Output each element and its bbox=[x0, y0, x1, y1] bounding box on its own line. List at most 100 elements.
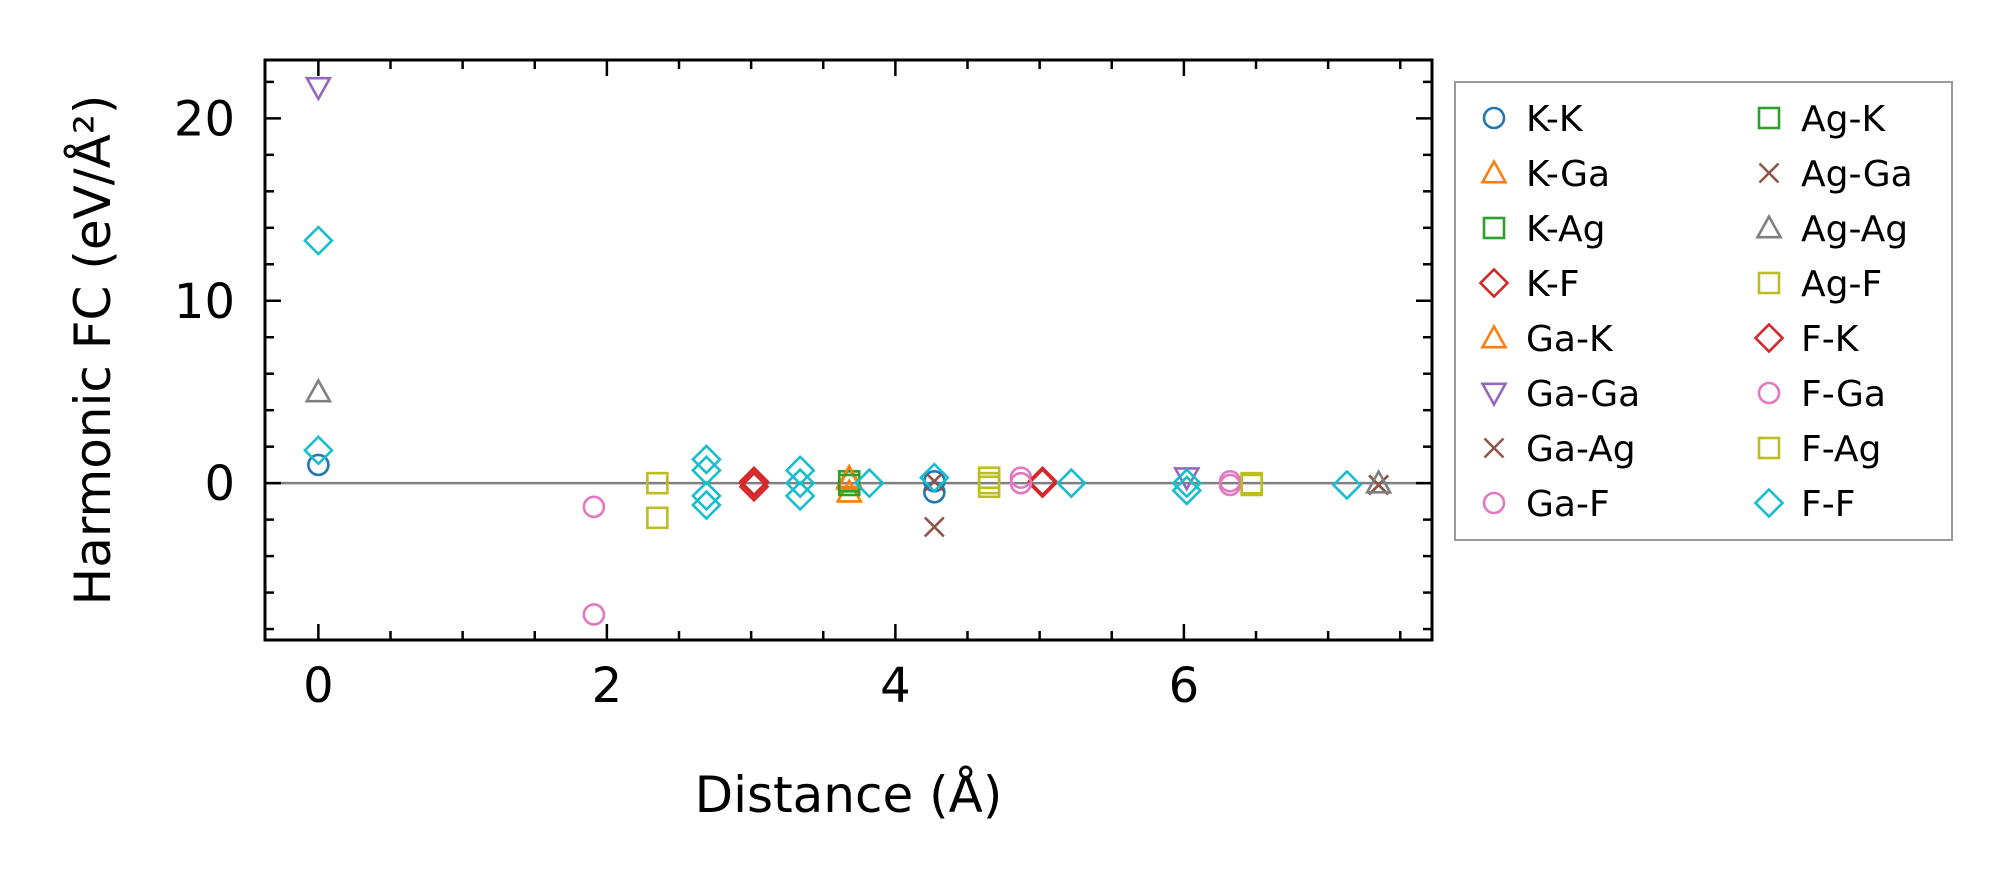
legend-item-f-ga: F-Ga bbox=[1757, 374, 1886, 415]
legend-item-k-k: K-K bbox=[1482, 99, 1584, 140]
data-point-f-f-8 bbox=[784, 480, 816, 512]
legend-marker-ga-k bbox=[1480, 323, 1508, 349]
data-point-ag-ag-1 bbox=[1364, 468, 1393, 494]
data-point-f-f-12 bbox=[1171, 467, 1203, 499]
legend-marker-k-k bbox=[1482, 106, 1506, 130]
data-point-f-ga-0 bbox=[1009, 471, 1033, 495]
data-point-f-f-11 bbox=[1056, 467, 1087, 499]
data-point-f-f-2 bbox=[691, 444, 722, 475]
data-point-ag-f-0 bbox=[646, 471, 669, 495]
data-point-f-ag-1 bbox=[1240, 473, 1263, 497]
legend-label: F-F bbox=[1801, 484, 1855, 525]
data-point-f-f-10 bbox=[918, 462, 950, 494]
series-ga-ga bbox=[304, 76, 1201, 492]
legend-item-ag-k: Ag-K bbox=[1757, 99, 1886, 140]
legend-label: F-Ag bbox=[1801, 429, 1881, 470]
legend-marker-f-ag bbox=[1757, 436, 1781, 460]
y-tick-label: 10 bbox=[174, 274, 235, 330]
legend-item-ga-ga: Ga-Ga bbox=[1480, 374, 1640, 415]
data-point-f-f-9 bbox=[854, 467, 885, 499]
legend-marker-ga-ag bbox=[1483, 437, 1505, 459]
data-point-ag-ag-0 bbox=[304, 377, 333, 403]
x-tick-label: 6 bbox=[1169, 658, 1200, 714]
legend-label: Ag-Ag bbox=[1801, 209, 1908, 250]
legend-item-ag-ag: Ag-Ag bbox=[1755, 209, 1908, 250]
data-point-f-f-14 bbox=[1331, 469, 1363, 501]
legend-label: F-Ga bbox=[1801, 374, 1886, 415]
data-point-ga-f-1 bbox=[582, 603, 606, 626]
legend-marker-f-ga bbox=[1757, 381, 1781, 405]
series-ag-ag bbox=[304, 377, 1393, 494]
data-point-f-f-3 bbox=[691, 455, 722, 486]
legend-label: Ga-Ag bbox=[1526, 429, 1636, 470]
data-point-f-f-5 bbox=[691, 489, 722, 521]
series-f-ga bbox=[1009, 470, 1242, 497]
plot-frame bbox=[263, 58, 1434, 642]
legend-item-ag-ga: Ag-Ga bbox=[1758, 154, 1913, 195]
legend-marker-ga-ga bbox=[1480, 382, 1508, 408]
series-ag-f bbox=[646, 466, 1263, 530]
data-point-ga-ag-2 bbox=[923, 470, 945, 492]
data-point-f-f-13 bbox=[1171, 475, 1203, 506]
legend-item-f-k: F-K bbox=[1753, 319, 1860, 360]
data-point-ga-ag-0 bbox=[923, 516, 945, 538]
data-point-k-k-0 bbox=[307, 453, 330, 477]
legend-label: Ag-K bbox=[1801, 99, 1886, 140]
legend-marker-k-ag bbox=[1482, 216, 1506, 240]
x-axis-label: Distance (Å) bbox=[695, 766, 1003, 824]
legend-item-f-f: F-F bbox=[1753, 484, 1855, 525]
legend-item-f-ag: F-Ag bbox=[1757, 429, 1881, 470]
legend-marker-f-f bbox=[1753, 487, 1785, 519]
legend-label: K-F bbox=[1526, 264, 1580, 305]
data-point-ga-f-0 bbox=[582, 495, 606, 519]
plot-area: 0 2 4 6 0 10 20 Distance (Å) bbox=[174, 58, 1434, 824]
legend-marker-f-k bbox=[1753, 322, 1785, 354]
data-point-ga-ga-0 bbox=[304, 76, 333, 102]
data-point-ag-f-1 bbox=[646, 506, 669, 530]
legend: K-K K-Ga K-Ag K-F Ga-K Ga-Ga Ga-Ag Ga-F Ag-K Ag-G… bbox=[1454, 81, 1953, 541]
legend-label: K-Ga bbox=[1526, 154, 1610, 195]
legend-label: Ag-Ga bbox=[1801, 154, 1913, 195]
series-ga-f bbox=[582, 466, 1033, 626]
legend-marker-ag-ga bbox=[1758, 162, 1780, 184]
series-f-k bbox=[738, 465, 1058, 499]
legend-item-k-f: K-F bbox=[1478, 264, 1580, 305]
y-tick-label: 20 bbox=[174, 91, 235, 147]
legend-item-ga-f: Ga-F bbox=[1482, 484, 1610, 525]
legend-item-ga-ag: Ga-Ag bbox=[1483, 429, 1636, 470]
x-tick-label: 4 bbox=[880, 658, 911, 714]
legend-item-ga-k: Ga-K bbox=[1480, 319, 1614, 360]
y-tick-label: 0 bbox=[204, 456, 235, 512]
data-point-f-f-0 bbox=[303, 225, 334, 256]
legend-marker-ag-f bbox=[1757, 271, 1781, 295]
legend-item-k-ag: K-Ag bbox=[1482, 209, 1606, 250]
data-point-f-f-7 bbox=[784, 467, 816, 499]
y-axis-label-group: Harmonic FC (eV/Å²) bbox=[64, 95, 122, 606]
legend-box bbox=[1454, 81, 1953, 541]
data-point-f-ag-0 bbox=[977, 471, 1001, 495]
legend-item-ag-f: Ag-F bbox=[1757, 264, 1882, 305]
legend-label: K-K bbox=[1526, 99, 1584, 140]
series-f-f bbox=[303, 225, 1363, 521]
series-ga-k bbox=[835, 463, 863, 489]
data-point-f-f-1 bbox=[303, 434, 334, 466]
legend-marker-ga-f bbox=[1482, 491, 1506, 515]
data-point-ga-k-0 bbox=[835, 463, 863, 489]
data-point-f-k-1 bbox=[1027, 465, 1058, 497]
x-tick-label: 0 bbox=[303, 658, 334, 714]
legend-marker-k-ga bbox=[1480, 158, 1508, 184]
legend-item-k-ga: K-Ga bbox=[1480, 154, 1610, 195]
legend-marker-ag-ag bbox=[1755, 213, 1783, 239]
data-point-f-k-0 bbox=[738, 467, 770, 499]
legend-label: Ga-Ga bbox=[1526, 374, 1640, 415]
legend-marker-k-f bbox=[1478, 267, 1510, 299]
data-point-f-f-4 bbox=[691, 480, 722, 512]
y-axis-label: Harmonic FC (eV/Å²) bbox=[64, 95, 122, 606]
x-tick-label: 2 bbox=[592, 658, 623, 714]
legend-label: F-K bbox=[1801, 319, 1860, 360]
data-point-k-f-1 bbox=[738, 471, 770, 503]
series-ga-ag bbox=[923, 470, 1390, 538]
legend-label: K-Ag bbox=[1526, 209, 1606, 250]
legend-label: Ga-F bbox=[1526, 484, 1610, 525]
